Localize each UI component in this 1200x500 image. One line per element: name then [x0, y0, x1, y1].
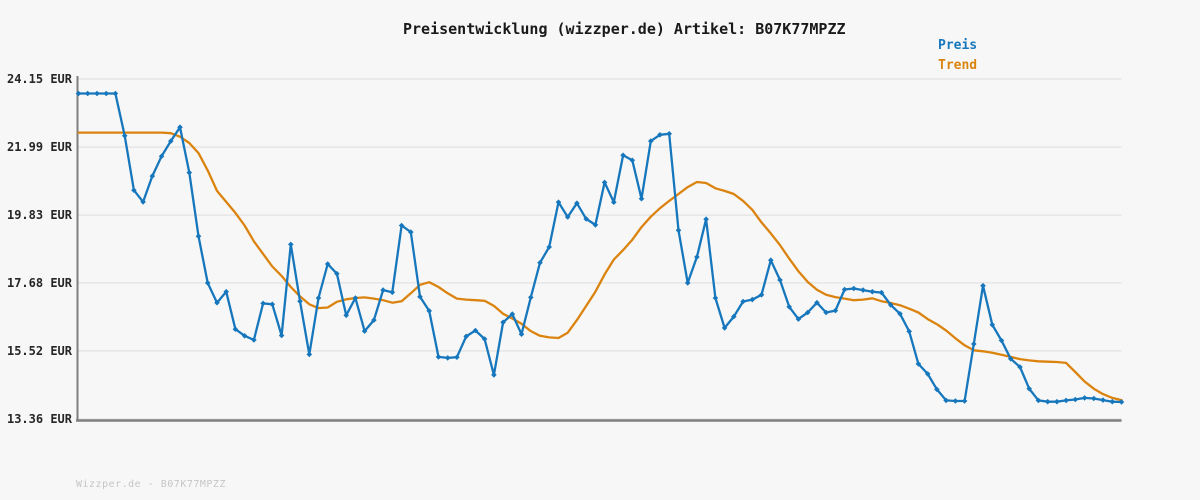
y-axis-tick-label: 19.83 EUR [6, 208, 72, 223]
y-axis-tick-label: 24.15 EUR [6, 72, 72, 86]
series-line-trend [77, 131, 1123, 402]
legend-item-trend: Trend [938, 58, 978, 73]
y-axis-tick-label: 15.52 EUR [6, 343, 72, 358]
series-line-preis [77, 92, 1123, 404]
y-axis-tick-label: 13.36 EUR [6, 412, 72, 426]
chart-title: Preisentwicklung (wizzper.de) Artikel: B… [403, 20, 846, 38]
watermark: Wizzper.de - B07K77MPZZ [76, 479, 226, 490]
legend: Preis Trend [938, 39, 977, 79]
series-markers-preis [75, 90, 1125, 405]
legend-item-preis: Preis [938, 38, 978, 53]
y-axis-tick-label: 21.99 EUR [6, 140, 72, 155]
y-axis-tick-label: 17.68 EUR [6, 275, 72, 290]
